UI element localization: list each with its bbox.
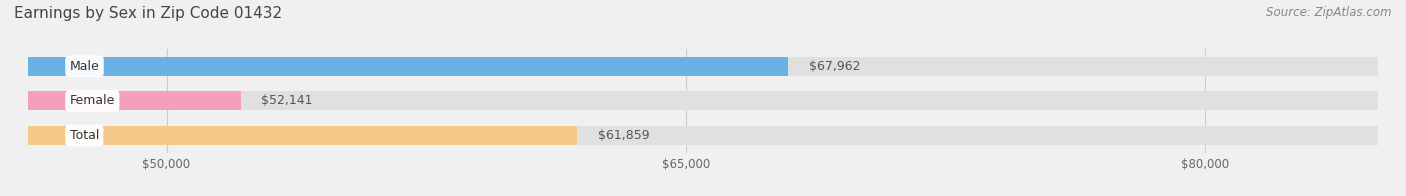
Bar (28, 91, 240, 111)
Text: Earnings by Sex in Zip Code 01432: Earnings by Sex in Zip Code 01432 (14, 6, 283, 21)
Text: $52,141: $52,141 (262, 94, 314, 107)
Bar (28, 126, 1378, 145)
Text: $61,859: $61,859 (598, 129, 650, 142)
Bar (28, 57, 1378, 76)
Text: $67,962: $67,962 (808, 60, 860, 73)
Bar (28, 57, 789, 76)
Text: Male: Male (70, 60, 100, 73)
Bar (28, 91, 1378, 111)
Text: Source: ZipAtlas.com: Source: ZipAtlas.com (1267, 6, 1392, 19)
Text: Female: Female (70, 94, 115, 107)
Bar (28, 126, 576, 145)
Text: Total: Total (70, 129, 98, 142)
